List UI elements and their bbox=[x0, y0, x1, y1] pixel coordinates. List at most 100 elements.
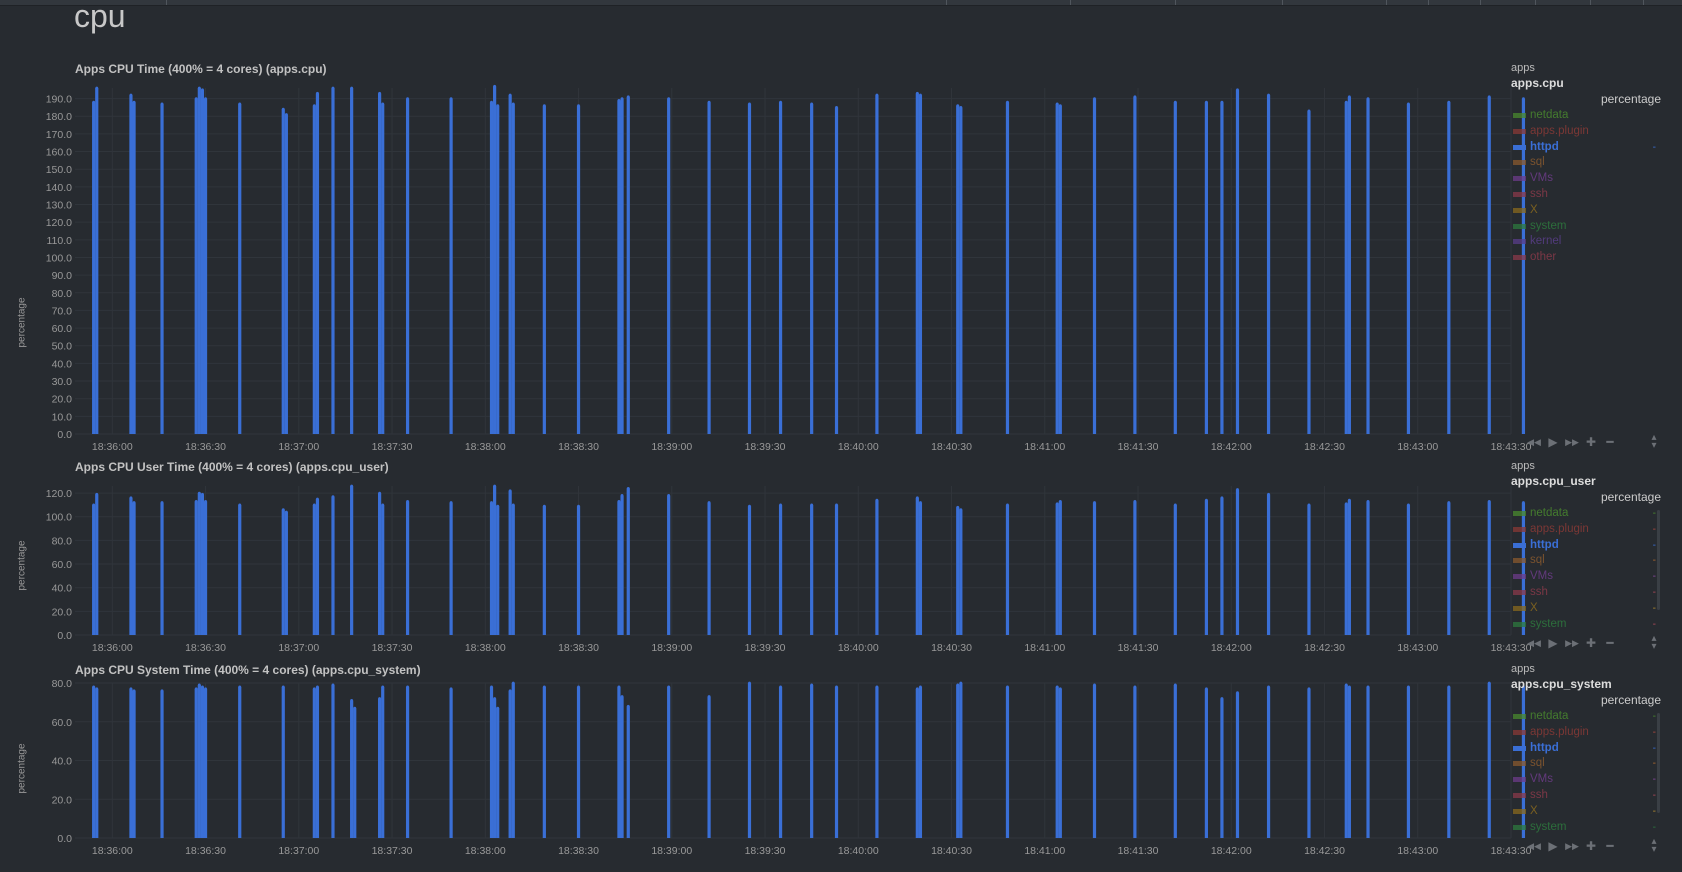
backward-icon[interactable]: ◀◀ bbox=[1527, 841, 1541, 851]
spike-bar bbox=[1347, 686, 1351, 838]
spike-point bbox=[1522, 97, 1525, 100]
legend-item-x[interactable]: X- bbox=[1511, 601, 1657, 617]
spike-point bbox=[449, 97, 453, 100]
play-icon[interactable]: ▶ bbox=[1548, 636, 1558, 650]
spike-bar bbox=[1005, 686, 1010, 838]
legend-item-x[interactable]: X- bbox=[1511, 804, 1657, 820]
chart-plot[interactable]: 0.0 20.0 40.0 60.0 80.0 100.0 120.0 18:36:00 18:… bbox=[0, 460, 1532, 656]
legend-item-netdata[interactable]: netdata - bbox=[1511, 506, 1657, 522]
legend-item-netdata[interactable]: netdata - bbox=[1511, 709, 1657, 725]
legend-scrollbar[interactable] bbox=[1657, 713, 1660, 813]
chart-legend: apps apps.cpu_system percentage netdata -… bbox=[1511, 663, 1661, 859]
play-icon[interactable]: ▶ bbox=[1548, 839, 1558, 853]
legend-item-ssh[interactable]: ssh - bbox=[1511, 788, 1657, 804]
spike-point bbox=[197, 86, 201, 90]
spike-bar bbox=[1058, 105, 1062, 434]
chart-apps-cpu-user[interactable]: Apps CPU User Time (400% = 4 cores) (app… bbox=[0, 460, 1682, 656]
spike-point bbox=[353, 706, 357, 710]
chart-plot[interactable]: 0.0 20.0 40.0 60.0 80.0 18:36:00 18:36:30 18:37… bbox=[0, 663, 1532, 859]
legend-scrollbar[interactable] bbox=[1657, 510, 1660, 610]
legend-item-system[interactable]: system - bbox=[1511, 617, 1657, 633]
zoom-out-icon[interactable]: ━ bbox=[1606, 839, 1614, 853]
spike-point bbox=[1173, 683, 1177, 687]
spike-bar bbox=[200, 686, 205, 838]
legend-units: percentage bbox=[1600, 490, 1661, 504]
legend-item-sql[interactable]: sql - bbox=[1511, 553, 1657, 569]
spike-bar bbox=[496, 105, 500, 434]
backward-icon[interactable]: ◀◀ bbox=[1527, 638, 1541, 648]
y-tick-label: 20.0 bbox=[52, 606, 73, 618]
legend-item-httpd[interactable]: httpd - bbox=[1511, 538, 1657, 554]
legend-item-ssh[interactable]: ssh - bbox=[1511, 585, 1657, 601]
zoom-in-icon[interactable]: ✚ bbox=[1585, 839, 1597, 853]
legend-item-httpd[interactable]: httpd - bbox=[1511, 741, 1657, 757]
spike-point bbox=[204, 687, 207, 691]
spike-bar bbox=[1220, 497, 1224, 635]
spike-point bbox=[875, 685, 879, 689]
forward-icon[interactable]: ▶▶ bbox=[1565, 638, 1579, 648]
spike-point bbox=[511, 681, 515, 685]
chart-apps-cpu[interactable]: Apps CPU Time (400% = 4 cores) (apps.cpu… bbox=[0, 62, 1682, 458]
legend-swatch bbox=[1513, 714, 1526, 719]
legend-item-apps-plugin[interactable]: apps.plugin bbox=[1511, 124, 1657, 140]
x-tick-label: 18:38:00 bbox=[465, 642, 506, 654]
spike-bar bbox=[959, 107, 963, 434]
x-tick-label: 18:43:30 bbox=[1491, 845, 1532, 857]
forward-icon[interactable]: ▶▶ bbox=[1565, 841, 1579, 851]
spike-bar bbox=[238, 504, 242, 635]
chart-plot[interactable]: 0.0 10.0 20.0 30.0 40.0 50.0 60.0 70.0 80.0 90.0 1… bbox=[0, 62, 1532, 458]
legend-item-ssh[interactable]: ssh bbox=[1511, 187, 1657, 203]
spike-point bbox=[378, 491, 382, 495]
spike-bar bbox=[95, 88, 99, 434]
spike-bar bbox=[203, 98, 208, 435]
chart-apps-cpu-system[interactable]: Apps CPU System Time (400% = 4 cores) (a… bbox=[0, 663, 1682, 859]
spike-bar bbox=[405, 501, 410, 635]
resize-icon[interactable]: ▴ ▾ bbox=[1651, 633, 1657, 652]
zoom-out-icon[interactable]: ━ bbox=[1606, 435, 1614, 449]
legend-item-netdata[interactable]: netdata bbox=[1511, 108, 1657, 124]
spike-bar bbox=[1220, 102, 1224, 435]
legend-item-system[interactable]: system bbox=[1511, 219, 1657, 235]
backward-icon[interactable]: ◀◀ bbox=[1527, 437, 1541, 447]
legend-item-system[interactable]: system - bbox=[1511, 820, 1657, 836]
legend-item-kernel[interactable]: kernel bbox=[1511, 234, 1657, 250]
spike-bar bbox=[1133, 501, 1137, 635]
x-tick-label: 18:40:30 bbox=[931, 642, 972, 654]
spike-bar bbox=[238, 686, 242, 838]
legend-item-sql[interactable]: sql - bbox=[1511, 756, 1657, 772]
spike-point bbox=[1366, 685, 1370, 689]
play-icon[interactable]: ▶ bbox=[1548, 435, 1558, 449]
legend-item-x[interactable]: X bbox=[1511, 203, 1657, 219]
legend-item-other[interactable]: other bbox=[1511, 250, 1657, 266]
spike-bar bbox=[875, 95, 879, 435]
spike-point bbox=[381, 685, 385, 689]
legend-item-vms[interactable]: VMs - bbox=[1511, 569, 1657, 585]
legend-item-sql[interactable]: sql bbox=[1511, 155, 1657, 171]
legend-label: system bbox=[1530, 820, 1567, 833]
y-tick-label: 30.0 bbox=[52, 376, 73, 388]
spike-bar bbox=[160, 690, 164, 838]
x-tick-label: 18:38:00 bbox=[465, 845, 506, 857]
spike-point bbox=[496, 504, 500, 508]
resize-icon[interactable]: ▴ ▾ bbox=[1651, 836, 1657, 855]
resize-icon[interactable]: ▴ ▾ bbox=[1651, 432, 1657, 451]
spike-point bbox=[1344, 683, 1348, 687]
x-tick-label: 18:42:30 bbox=[1304, 642, 1345, 654]
legend-item-apps-plugin[interactable]: apps.plugin - bbox=[1511, 725, 1657, 741]
spike-bar bbox=[129, 497, 133, 635]
zoom-out-icon[interactable]: ━ bbox=[1606, 636, 1614, 650]
x-tick-label: 18:40:30 bbox=[931, 441, 972, 453]
zoom-in-icon[interactable]: ✚ bbox=[1585, 636, 1597, 650]
legend-family: apps bbox=[1511, 460, 1535, 472]
zoom-in-icon[interactable]: ✚ bbox=[1585, 435, 1597, 449]
forward-icon[interactable]: ▶▶ bbox=[1565, 437, 1579, 447]
x-tick-label: 18:42:00 bbox=[1211, 441, 1252, 453]
legend-item-apps-plugin[interactable]: apps.plugin - bbox=[1511, 522, 1657, 538]
legend-item-httpd[interactable]: httpd - bbox=[1511, 140, 1657, 156]
y-tick-label: 60.0 bbox=[52, 717, 73, 729]
legend-item-vms[interactable]: VMs - bbox=[1511, 772, 1657, 788]
legend-label: netdata bbox=[1530, 507, 1569, 519]
x-tick-label: 18:37:30 bbox=[372, 845, 413, 857]
legend-item-vms[interactable]: VMs bbox=[1511, 171, 1657, 187]
spike-bar bbox=[197, 493, 201, 635]
